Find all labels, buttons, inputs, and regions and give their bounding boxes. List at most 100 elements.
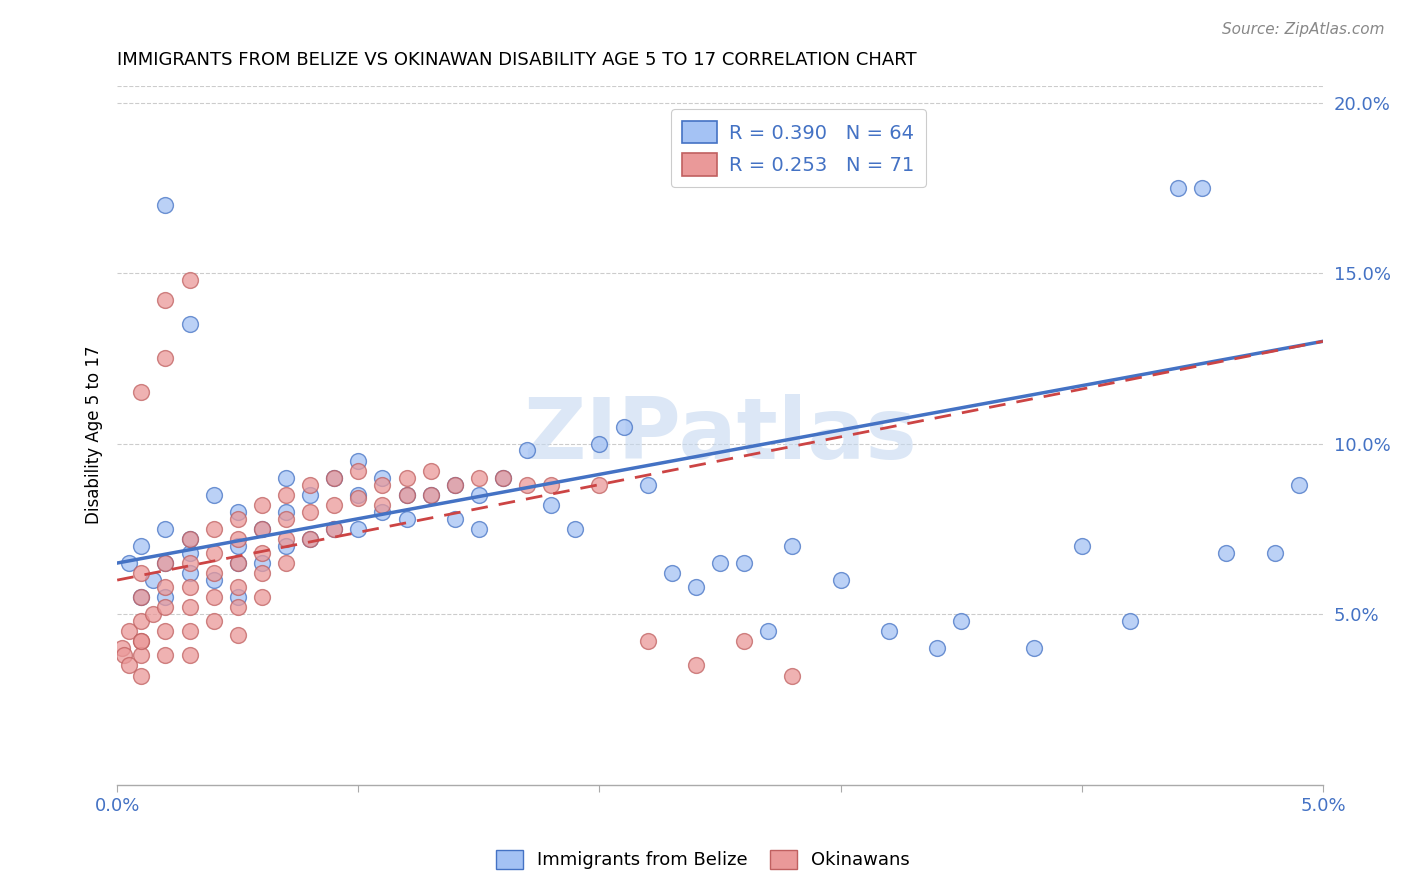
Point [202,546,225,560]
Point [756,624,779,639]
Text: Source: ZipAtlas.com: Source: ZipAtlas.com [1222,22,1385,37]
Point [443,477,465,491]
Point [179,580,201,594]
Text: IMMIGRANTS FROM BELIZE VS OKINAWAN DISABILITY AGE 5 TO 17 CORRELATION CHART: IMMIGRANTS FROM BELIZE VS OKINAWAN DISAB… [117,51,917,69]
Point [226,580,249,594]
Point [179,546,201,560]
Point [540,477,562,491]
Point [468,488,491,502]
Point [613,419,636,434]
Point [1119,614,1142,628]
Point [155,580,177,594]
Point [395,488,418,502]
Point [112,648,135,662]
Point [155,351,177,366]
Point [1022,641,1045,656]
Point [155,648,177,662]
Legend: Immigrants from Belize, Okinawans: Immigrants from Belize, Okinawans [486,841,920,879]
Point [226,590,249,604]
Point [274,488,297,502]
Point [179,600,201,615]
Point [129,590,152,604]
Point [685,658,707,673]
Point [250,556,273,570]
Point [155,556,177,570]
Point [155,600,177,615]
Point [323,471,346,485]
Point [564,522,586,536]
Point [179,648,201,662]
Point [395,512,418,526]
Point [950,614,973,628]
Point [323,498,346,512]
Point [118,624,141,639]
Point [468,522,491,536]
Point [142,573,165,587]
Point [129,566,152,581]
Point [371,471,394,485]
Point [492,471,515,485]
Point [155,590,177,604]
Point [299,488,322,502]
Point [1264,546,1286,560]
Point [395,488,418,502]
Point [155,293,177,308]
Point [443,512,465,526]
Point [142,607,165,622]
Point [250,566,273,581]
Point [155,556,177,570]
Point [226,556,249,570]
Point [274,505,297,519]
Point [202,590,225,604]
Point [637,634,659,648]
Point [129,385,152,400]
Point [226,505,249,519]
Point [685,580,707,594]
Point [179,273,201,287]
Point [323,522,346,536]
Point [179,532,201,546]
Point [468,471,491,485]
Point [155,624,177,639]
Point [274,471,297,485]
Point [129,590,152,604]
Point [129,648,152,662]
Point [118,556,141,570]
Point [202,614,225,628]
Point [371,505,394,519]
Point [347,488,370,502]
Point [250,522,273,536]
Point [371,477,394,491]
Point [179,556,201,570]
Point [299,505,322,519]
Point [830,573,852,587]
Point [588,477,610,491]
Point [179,532,201,546]
Point [226,628,249,642]
Point [323,471,346,485]
Point [129,634,152,648]
Point [250,498,273,512]
Point [299,532,322,546]
Point [347,453,370,467]
Point [129,539,152,553]
Point [226,512,249,526]
Point [516,443,538,458]
Point [226,556,249,570]
Point [443,477,465,491]
Point [111,641,134,656]
Point [1167,181,1189,195]
Point [179,318,201,332]
Point [250,522,273,536]
Point [1215,546,1237,560]
Point [395,471,418,485]
Point [118,658,141,673]
Legend: R = 0.390   N = 64, R = 0.253   N = 71: R = 0.390 N = 64, R = 0.253 N = 71 [671,109,927,187]
Point [129,634,152,648]
Point [323,522,346,536]
Point [274,556,297,570]
Point [419,488,441,502]
Point [588,436,610,450]
Point [1191,181,1213,195]
Point [274,532,297,546]
